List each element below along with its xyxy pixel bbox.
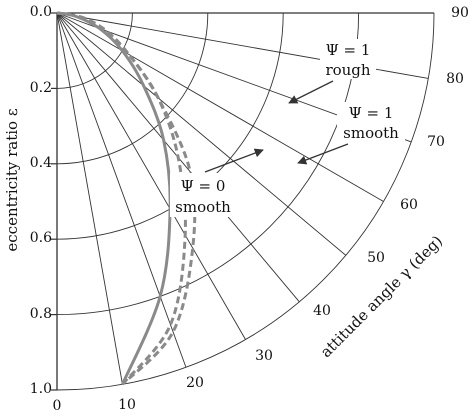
- grid-spoke: [56, 12, 246, 340]
- grid-spoke: [56, 12, 123, 385]
- annotation-line2: smooth: [175, 198, 231, 216]
- grid-spoke: [56, 12, 384, 202]
- grid-lines: [51, 12, 435, 391]
- annotation-pointer-3: [204, 148, 264, 173]
- radius-tick-label: 0.4: [30, 155, 52, 171]
- grid-arc: [56, 12, 284, 240]
- angle-tick-label: 40: [313, 303, 331, 319]
- angle-tick-label: 70: [427, 134, 445, 150]
- series-curves: [56, 11, 197, 386]
- origin-zero-label: 0: [53, 398, 62, 414]
- grid-arc: [56, 12, 133, 89]
- radius-tick-label: 0.6: [30, 230, 52, 246]
- angle-tick-label: 20: [186, 375, 204, 391]
- radius-tick-label: 0.8: [30, 306, 52, 322]
- grid-spoke: [56, 12, 347, 256]
- grid-arc: [56, 12, 360, 316]
- radius-tick-label: 0.0: [30, 4, 52, 20]
- grid-arc: [56, 12, 435, 391]
- annotation-psi1-rough: Ψ = 1 rough: [320, 39, 376, 79]
- radius-tick-label: 1.0: [30, 381, 52, 397]
- annotation-line2: smooth: [343, 124, 399, 142]
- annotation-pointer-1: [288, 80, 334, 104]
- angle-tick-label: 60: [400, 197, 418, 213]
- angle-tick-label: 90: [451, 5, 469, 21]
- annotation-line1: Ψ = 0: [181, 177, 226, 195]
- radius-tick-labels: 0.0 0.2 0.4 0.6 0.8 1.0 0: [30, 4, 62, 414]
- series-line-3: [56, 11, 197, 386]
- grid-spoke: [56, 12, 187, 368]
- annotation-line1: Ψ = 1: [326, 41, 371, 59]
- angle-tick-label: 50: [367, 250, 385, 266]
- angle-tick-label: 30: [255, 348, 273, 364]
- series-line-2: [56, 11, 187, 386]
- y-axis-label: eccentricity ratio ε: [3, 108, 21, 251]
- annotation-line2: rough: [325, 61, 370, 79]
- annotation-pointers: [204, 80, 349, 173]
- grid-arc: [56, 12, 209, 165]
- annotation-pointer-2: [297, 143, 349, 165]
- angle-tick-label: 10: [118, 397, 136, 413]
- angle-tick-labels: 10 20 30 40 50 60 70 80 90: [118, 5, 469, 413]
- annotation-line1: Ψ = 1: [349, 104, 394, 122]
- angle-tick-label: 80: [446, 71, 464, 87]
- annotation-psi1-smooth: Ψ = 1 smooth: [337, 102, 405, 142]
- annotation-psi0-smooth: Ψ = 0 smooth: [170, 173, 238, 217]
- radius-tick-label: 0.2: [30, 80, 52, 96]
